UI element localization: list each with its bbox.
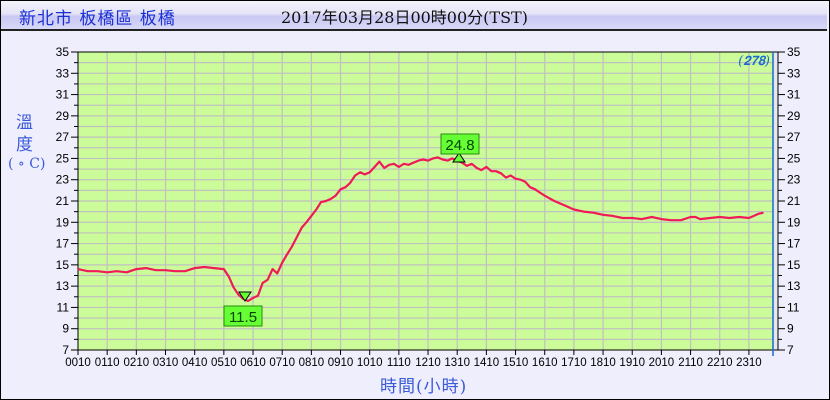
svg-text:0510: 0510 (211, 357, 237, 369)
svg-text:0610: 0610 (240, 357, 266, 369)
svg-text:29: 29 (787, 109, 801, 123)
svg-text:29: 29 (56, 109, 70, 123)
svg-text:(𝟐𝟕𝟖): (𝟐𝟕𝟖) (738, 54, 770, 69)
svg-text:19: 19 (56, 215, 70, 229)
svg-text:25: 25 (787, 151, 801, 165)
grid-lines (78, 52, 778, 350)
svg-text:21: 21 (787, 194, 801, 208)
svg-text:11: 11 (787, 300, 800, 314)
svg-text:9: 9 (787, 322, 794, 336)
station-name: 新北市 板橋區 板橋 (19, 9, 176, 29)
svg-text:1310: 1310 (444, 357, 470, 369)
axes: 7 7 9 9 11 11 13 13 15 15 17 17 19 19 21 21 23 23 25 25 27 27… (56, 45, 801, 369)
svg-text:21: 21 (56, 194, 70, 208)
svg-text:31: 31 (787, 88, 801, 102)
svg-text:23: 23 (787, 173, 801, 187)
svg-text:1410: 1410 (474, 357, 500, 369)
svg-text:11: 11 (57, 300, 70, 314)
svg-text:0410: 0410 (182, 357, 208, 369)
svg-text:17: 17 (787, 237, 801, 251)
min-max-markers: 11.5 24.8 (223, 133, 480, 327)
y-axis-label-line2: 度 (16, 135, 33, 155)
observation-datetime: 2017年03月28日00時00分(TST) (281, 8, 528, 27)
svg-text:1710: 1710 (561, 357, 587, 369)
svg-text:1910: 1910 (619, 357, 645, 369)
svg-text:23: 23 (56, 173, 70, 187)
svg-text:1010: 1010 (357, 357, 383, 369)
svg-text:15: 15 (787, 258, 801, 272)
temperature-line (77, 156, 764, 303)
svg-text:35: 35 (787, 45, 801, 59)
svg-text:0110: 0110 (95, 357, 120, 369)
svg-text:1210: 1210 (415, 357, 441, 369)
svg-text:0910: 0910 (328, 357, 354, 369)
svg-text:1110: 1110 (387, 357, 411, 369)
svg-text:0210: 0210 (124, 357, 150, 369)
title-bar: 新北市 板橋區 板橋 2017年03月28日00時00分(TST) (1, 1, 827, 31)
svg-text:33: 33 (56, 66, 70, 80)
svg-text:31: 31 (56, 88, 70, 102)
svg-text:2310: 2310 (736, 357, 762, 369)
svg-text:13: 13 (56, 279, 70, 293)
svg-text:25: 25 (56, 151, 70, 165)
svg-text:7: 7 (787, 343, 794, 357)
svg-text:35: 35 (56, 45, 70, 59)
svg-text:1510: 1510 (503, 357, 529, 369)
y-axis-label-line1: 溫 (16, 113, 33, 133)
svg-text:0710: 0710 (269, 357, 295, 369)
svg-text:2010: 2010 (649, 357, 675, 369)
svg-text:33: 33 (787, 66, 801, 80)
svg-text:0810: 0810 (299, 357, 325, 369)
svg-text:17: 17 (56, 237, 70, 251)
x-axis-label: 時間(小時) (380, 377, 468, 397)
svg-text:1610: 1610 (532, 357, 558, 369)
svg-text:0010: 0010 (65, 357, 91, 369)
svg-text:15: 15 (56, 258, 70, 272)
svg-text:11.5: 11.5 (229, 309, 257, 326)
svg-text:27: 27 (56, 130, 70, 144)
svg-text:0310: 0310 (153, 357, 179, 369)
svg-text:9: 9 (62, 322, 69, 336)
svg-text:24.8: 24.8 (445, 137, 474, 154)
svg-text:1810: 1810 (590, 357, 616, 369)
svg-text:7: 7 (62, 343, 69, 357)
svg-text:13: 13 (787, 279, 801, 293)
svg-text:2110: 2110 (678, 357, 703, 369)
svg-text:19: 19 (787, 215, 801, 229)
svg-text:27: 27 (787, 130, 801, 144)
svg-text:2210: 2210 (707, 357, 733, 369)
y-axis-unit: ( ∘ C) (8, 156, 46, 172)
